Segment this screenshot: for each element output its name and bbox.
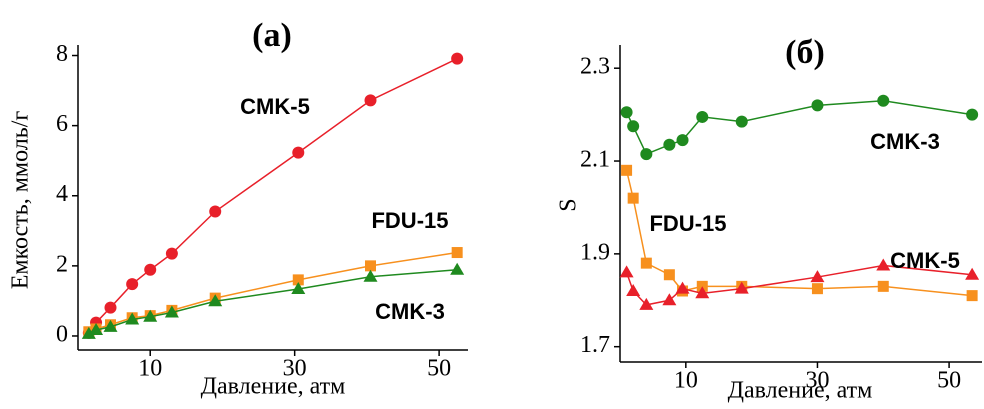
point [640,257,652,269]
x-tick-label: 50 [937,368,961,394]
point [451,52,464,65]
x-tick-label: 30 [283,356,307,382]
point [104,301,117,314]
point [640,148,653,161]
point [627,120,640,133]
point [208,294,223,307]
point [626,283,641,296]
point [966,108,979,121]
point [662,293,677,306]
point [292,146,305,159]
point [621,164,633,176]
x-tick-label: 30 [805,368,829,394]
point [965,267,980,280]
x-tick-label: 10 [138,356,162,382]
point [209,205,222,218]
y-tick-label: 4 [56,181,68,207]
point [877,94,890,107]
point [811,283,823,295]
point [695,286,710,299]
point [627,192,639,204]
series-label: CMK-3 [870,129,940,154]
point [675,281,690,294]
point [292,274,304,286]
point [364,94,377,107]
point [877,280,889,292]
point [103,319,118,332]
point [734,281,749,294]
point [663,269,675,281]
point [450,262,465,275]
point [735,115,748,128]
y-tick-label: 0 [56,321,68,347]
point [363,269,378,282]
point [143,309,158,322]
point [663,138,676,151]
point [696,110,709,123]
series-line [625,264,973,306]
series-line [625,170,973,297]
x-tick-label: 50 [427,356,451,382]
series-line [88,251,458,333]
point [811,99,824,112]
series-label: CMK-3 [375,299,445,324]
point [365,260,376,272]
x-axis-label: Давление, атм [728,378,873,404]
point [291,282,306,294]
point [876,258,891,271]
y-tick-label: 6 [56,111,68,137]
y-tick-label: 2.3 [580,54,610,80]
y-tick-label: 8 [56,41,68,67]
point [125,312,140,325]
point [81,326,96,339]
series-label: CMK-5 [890,248,960,273]
y-axis-label: Емкость, ммоль/г [8,111,34,290]
point [619,265,634,278]
point [966,290,978,302]
y-axis-label: S [556,198,582,211]
x-axis-label: Давление, атм [201,374,346,400]
point [620,106,633,119]
series-line [88,268,458,335]
series-line [88,57,458,334]
point [165,247,178,260]
series-line [625,99,973,156]
x-tick-label: 10 [674,368,698,394]
point [144,263,157,276]
chart-title: (б) [785,34,825,71]
point [810,270,825,283]
point [451,247,463,259]
point [676,134,689,147]
chart-title: (a) [252,17,292,54]
y-tick-label: 1.9 [580,239,610,265]
y-tick-label: 2.1 [580,147,610,173]
series-label: FDU-15 [371,208,448,233]
y-tick-label: 1.7 [580,332,610,358]
series-label: CMK-5 [240,94,310,119]
point [639,297,654,310]
point [126,278,139,291]
point [89,323,104,336]
point [164,305,179,318]
y-tick-label: 2 [56,251,68,277]
series-label: FDU-15 [649,211,726,236]
